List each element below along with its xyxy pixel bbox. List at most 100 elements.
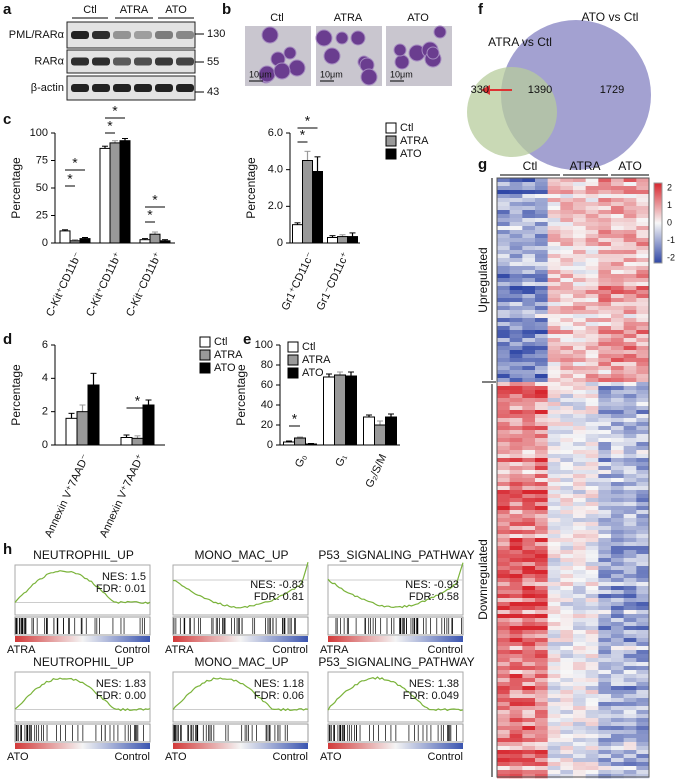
heatmap-cell (560, 486, 574, 491)
heatmap-cell (497, 650, 510, 655)
heatmap-cell (509, 642, 523, 647)
heatmap-cell (497, 246, 510, 251)
blot-band (71, 84, 89, 92)
heatmap-cell (636, 754, 650, 759)
heatmap-cell (535, 282, 548, 287)
heatmap-cell (573, 246, 586, 251)
heatmap-cell (623, 546, 637, 551)
heatmap-cell (509, 646, 523, 651)
heatmap-cell (573, 594, 586, 599)
heatmap-cell (497, 518, 510, 523)
heatmap-cell (547, 598, 561, 603)
heatmap-cell (535, 542, 548, 547)
heatmap-cell (509, 382, 523, 387)
heatmap-cell (535, 446, 548, 451)
heatmap-cell (509, 394, 523, 399)
heatmap-cell (636, 374, 650, 379)
heatmap-cell (560, 534, 574, 539)
heatmap-cell (573, 206, 586, 211)
micrograph-label: Ctl (270, 12, 283, 24)
heatmap-cell (535, 538, 548, 543)
heatmap-cell (547, 478, 561, 483)
heatmap-cell (636, 702, 650, 707)
heatmap-cell (522, 402, 536, 407)
heatmap-cell (547, 454, 561, 459)
heatmap-cell (547, 446, 561, 451)
y-tick-label: 100 (30, 127, 48, 139)
heatmap-cell (560, 638, 574, 643)
heatmap-cell (522, 682, 536, 687)
heatmap-cell (611, 230, 624, 235)
heatmap-cell (535, 506, 548, 511)
heatmap-cell (535, 286, 548, 291)
heatmap-cell (611, 626, 624, 631)
heatmap-cell (560, 358, 574, 363)
heatmap-cell (560, 350, 574, 355)
cell (273, 62, 291, 80)
heatmap-cell (573, 618, 586, 623)
heatmap-cell (509, 554, 523, 559)
heatmap-cell (573, 726, 586, 731)
heatmap-cell (623, 758, 637, 763)
heatmap-cell (547, 658, 561, 663)
heatmap-cell (585, 314, 599, 319)
heatmap-cell (573, 558, 586, 563)
heatmap-cell (623, 298, 637, 303)
heatmap-cell (535, 586, 548, 591)
heatmap-cell (611, 454, 624, 459)
heatmap-cell (585, 714, 599, 719)
bar (99, 147, 111, 244)
heatmap-cell (585, 358, 599, 363)
heatmap-cell (585, 690, 599, 695)
heatmap-cell (535, 354, 548, 359)
heatmap-cell (611, 522, 624, 527)
heatmap-cell (560, 502, 574, 507)
heatmap-cell (509, 586, 523, 591)
heatmap-cell (585, 278, 599, 283)
heatmap-cell (522, 302, 536, 307)
heatmap-cell (547, 230, 561, 235)
heatmap-cell (560, 218, 574, 223)
heatmap-cell (636, 410, 650, 415)
blot-band (92, 84, 110, 92)
heatmap-cell (611, 306, 624, 311)
heatmap-cell (497, 550, 510, 555)
heatmap-cell (623, 510, 637, 515)
heatmap-cell (535, 278, 548, 283)
heatmap-cell (535, 270, 548, 275)
heatmap-cell (560, 706, 574, 711)
panel-letter: e (243, 331, 251, 348)
heatmap-cell (522, 558, 536, 563)
heatmap-cell (509, 750, 523, 755)
venn-circle (467, 67, 557, 157)
heatmap-cell (623, 514, 637, 519)
heatmap-cell (497, 362, 510, 367)
heatmap-cell (547, 278, 561, 283)
x-tick-label: C-Kit⁻CD11b⁺ (124, 250, 164, 318)
heatmap-cell (623, 230, 637, 235)
heatmap-cell (585, 626, 599, 631)
heatmap-cell (535, 690, 548, 695)
heatmap-cell (535, 570, 548, 575)
blot-row-label: PML/RARα (9, 29, 65, 41)
heatmap-cell (547, 470, 561, 475)
heatmap-cell (522, 318, 536, 323)
heatmap-cell (598, 182, 612, 187)
heatmap-cell (509, 250, 523, 255)
heatmap-cell (611, 730, 624, 735)
heatmap-cell (560, 198, 574, 203)
heatmap-cell (623, 470, 637, 475)
heatmap-cell (623, 674, 637, 679)
heatmap-cell (573, 314, 586, 319)
heatmap-cell (623, 430, 637, 435)
heatmap-cell (598, 282, 612, 287)
heatmap-cell (598, 330, 612, 335)
heatmap-cell (497, 702, 510, 707)
heatmap-cell (573, 582, 586, 587)
heatmap-cell (522, 630, 536, 635)
micrograph-label: ATO (407, 12, 429, 24)
heatmap-cell (509, 430, 523, 435)
heatmap-cell (636, 770, 650, 775)
heatmap-cell (623, 498, 637, 503)
heatmap-cell (623, 542, 637, 547)
